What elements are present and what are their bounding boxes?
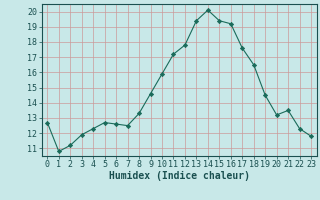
X-axis label: Humidex (Indice chaleur): Humidex (Indice chaleur) [109,171,250,181]
